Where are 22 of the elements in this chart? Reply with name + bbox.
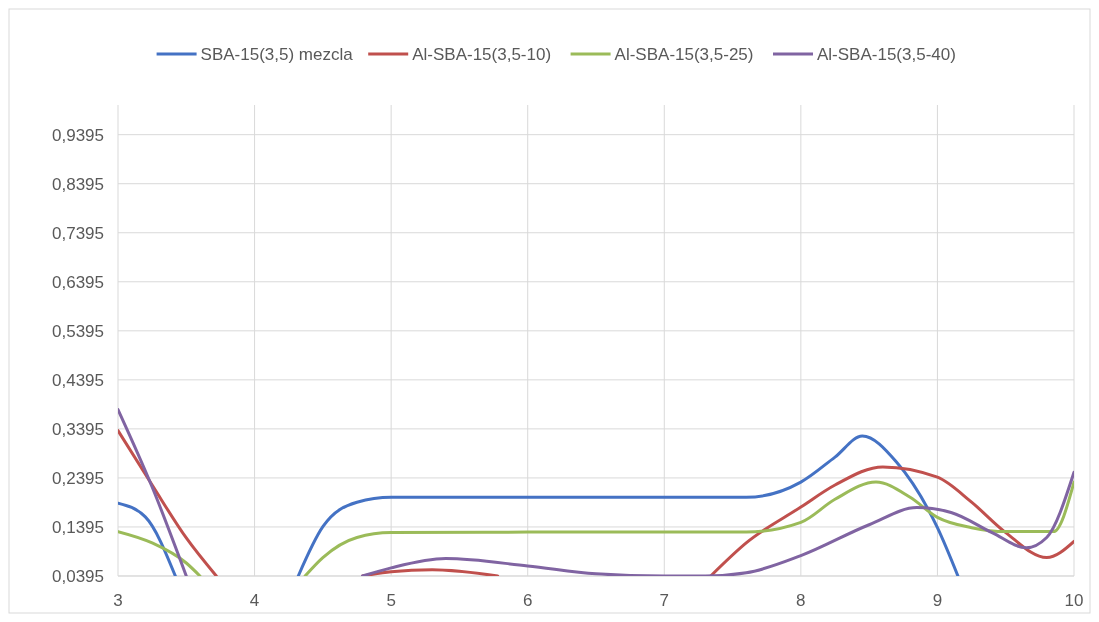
y-tick-label: 0,5395 [52,321,104,341]
legend-label: SBA-15(3,5) mezcla [200,44,354,64]
x-tick-label: 8 [796,591,806,610]
x-tick-label: 6 [522,591,533,610]
y-tick-label: 0,7395 [52,223,104,243]
y-tick-label: 0,8395 [52,174,104,194]
y-tick-label: 0,6395 [52,272,104,292]
y-tick-label: 0,0395 [52,566,104,586]
y-tick-label: 0,9395 [52,125,104,145]
x-tick-label: 9 [932,591,943,610]
x-tick-label: 5 [386,591,396,610]
legend-label: Al-SBA-15(3,5-10) [412,44,552,64]
legend-label: Al-SBA-15(3,5-40) [817,44,956,64]
y-tick-label: 0,3395 [52,419,104,439]
x-tick-label: 10 [1064,591,1084,610]
legend-label: Al-SBA-15(3,5-25) [614,44,754,64]
x-tick-label: 7 [659,591,670,610]
y-tick-label: 0,1395 [52,517,104,537]
y-tick-label: 0,2395 [52,468,104,488]
x-tick-label: 4 [249,591,260,610]
y-tick-label: 0,4395 [52,370,104,390]
x-tick-label: 3 [113,591,123,610]
